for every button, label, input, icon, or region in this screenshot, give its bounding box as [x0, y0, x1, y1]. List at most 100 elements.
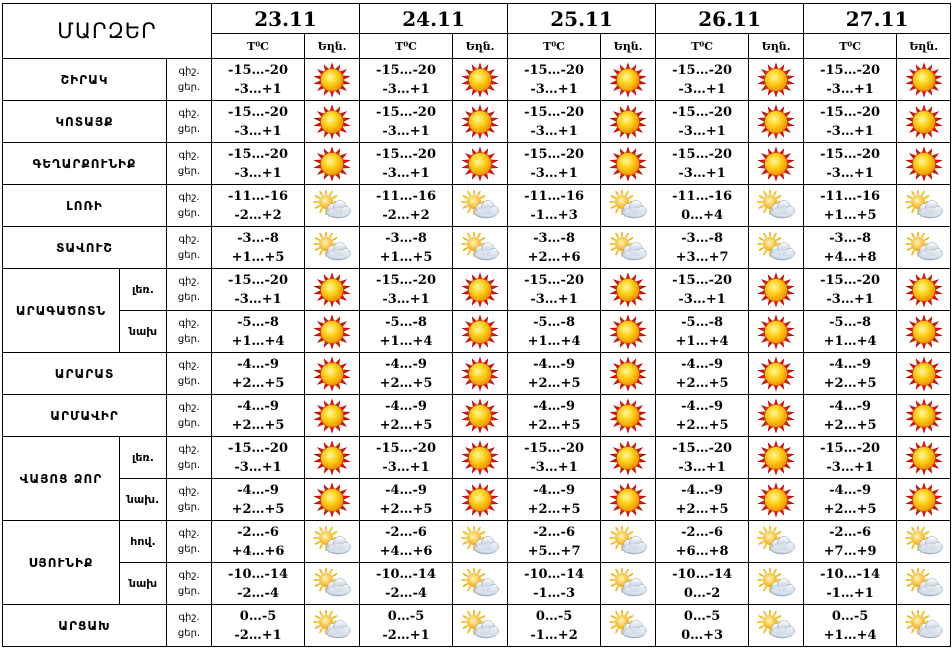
- night-label: գիշ.: [178, 149, 200, 161]
- weather-cell: [600, 478, 657, 521]
- partly-cloudy-icon: [453, 567, 507, 600]
- temperature-cell: -4…-9 +2…+5: [655, 478, 750, 521]
- zone-label: լեռ.: [119, 436, 167, 479]
- temperature-cell: -15…-20 -3…+1: [211, 268, 306, 311]
- temp-column-header: T⁰C: [507, 33, 602, 59]
- temperature-cell: -15…-20 -3…+1: [655, 100, 750, 143]
- sun-icon: [897, 397, 950, 435]
- weather-cell: [896, 310, 952, 353]
- day-temp: -3…+1: [530, 123, 578, 139]
- partly-cloudy-icon: [897, 609, 950, 642]
- temperature-cell: -15…-20 -3…+1: [507, 58, 602, 101]
- night-temp: -3…-8: [533, 230, 575, 246]
- sun-icon: [305, 271, 359, 309]
- time-labels: գիշ. ցեր.: [165, 184, 213, 227]
- sun-icon: [601, 61, 655, 99]
- zone-label: նախ: [119, 310, 167, 353]
- night-temp: 0…-5: [387, 608, 425, 624]
- weather-cell: [896, 142, 952, 185]
- temperature-cell: 0…-5 -2…+1: [359, 604, 454, 647]
- night-temp: -4…-9: [681, 356, 724, 372]
- day-temp: +2…+5: [823, 375, 877, 391]
- night-temp: 0…-5: [535, 608, 573, 624]
- night-temp: -15…-20: [376, 440, 437, 456]
- region-name: ԼՈՌԻ: [2, 184, 167, 227]
- night-temp: -15…-20: [376, 272, 437, 288]
- region-name: ՎԱՅՈՑ ՁՈՐ: [2, 436, 120, 521]
- weather-cell: [896, 604, 952, 647]
- night-temp: -15…-20: [820, 146, 881, 162]
- sun-icon: [749, 355, 803, 393]
- sun-icon: [453, 481, 507, 519]
- day-label: ցեր.: [177, 291, 201, 303]
- temperature-cell: -15…-20 -3…+1: [655, 268, 750, 311]
- night-label: գիշ.: [178, 359, 200, 371]
- weather-cell: [452, 478, 509, 521]
- weather-cell: [600, 394, 657, 437]
- night-temp: -15…-20: [524, 62, 585, 78]
- partly-cloudy-icon: [897, 189, 950, 222]
- temperature-cell: -4…-9 +2…+5: [803, 478, 898, 521]
- temperature-cell: -15…-20 -3…+1: [803, 142, 898, 185]
- night-temp: -15…-20: [672, 146, 733, 162]
- temperature-cell: -5…-8 +1…+4: [803, 310, 898, 353]
- temperature-cell: -4…-9 +2…+5: [803, 352, 898, 395]
- weather-cell: [452, 604, 509, 647]
- date-header: 27.11: [803, 3, 952, 34]
- night-temp: -10…-14: [820, 566, 881, 582]
- weather-cell: [896, 394, 952, 437]
- temperature-cell: -15…-20 -3…+1: [655, 58, 750, 101]
- weather-cell: [600, 310, 657, 353]
- temperature-cell: -4…-9 +2…+5: [211, 478, 306, 521]
- day-temp: +2…+5: [527, 375, 581, 391]
- partly-cloudy-icon: [601, 189, 655, 222]
- night-temp: -3…-8: [681, 230, 724, 246]
- weather-cell: [896, 478, 952, 521]
- weather-cell: [896, 436, 952, 479]
- night-temp: -10…-14: [376, 566, 437, 582]
- temperature-cell: 0…-5 +1…+4: [803, 604, 898, 647]
- day-temp: -3…+1: [826, 165, 874, 181]
- night-temp: -10…-14: [524, 566, 585, 582]
- night-temp: 0…-5: [831, 608, 869, 624]
- temperature-cell: -15…-20 -3…+1: [655, 436, 750, 479]
- day-temp: -1…+3: [530, 207, 578, 223]
- day-temp: +1…+5: [823, 207, 877, 223]
- partly-cloudy-icon: [897, 525, 950, 558]
- night-temp: -4…-9: [237, 356, 279, 372]
- temperature-cell: -3…-8 +2…+6: [507, 226, 602, 269]
- temperature-cell: -2…-6 +4…+6: [359, 520, 454, 563]
- night-label: գիշ.: [178, 65, 200, 77]
- night-temp: -3…-8: [829, 230, 872, 246]
- weather-cell: [600, 100, 657, 143]
- temperature-cell: -15…-20 -3…+1: [211, 100, 306, 143]
- night-temp: -5…-8: [829, 314, 872, 330]
- weather-cell: [304, 58, 361, 101]
- night-temp: -15…-20: [228, 272, 289, 288]
- weather-cell: [600, 58, 657, 101]
- day-temp: +1…+4: [823, 333, 877, 349]
- sun-icon: [897, 313, 950, 351]
- weather-column-header: Եղն.: [896, 33, 952, 59]
- time-labels: գիշ. ցեր.: [165, 436, 213, 479]
- temperature-cell: -2…-6 +4…+6: [211, 520, 306, 563]
- table-row: նախ գիշ. ցեր. -5…-8 +1…+4 -5…-8 +1…+4 -5…-8 +1…+…: [3, 310, 952, 353]
- day-temp: -3…+1: [678, 165, 726, 181]
- temperature-cell: -4…-9 +2…+5: [359, 478, 454, 521]
- day-temp: +2…+5: [823, 501, 877, 517]
- day-temp: +7…+9: [823, 543, 877, 559]
- day-temp: +3…+7: [675, 249, 729, 265]
- night-temp: -10…-14: [228, 566, 289, 582]
- day-label: ցեր.: [177, 543, 201, 555]
- night-temp: -15…-20: [820, 272, 881, 288]
- time-labels: գիշ. ցեր.: [165, 394, 213, 437]
- day-temp: -3…+1: [382, 165, 430, 181]
- region-name: ՍՅՈՒՆԻՔ: [2, 520, 120, 605]
- day-temp: -2…-4: [385, 585, 427, 601]
- temperature-cell: -11…-16 -2…+2: [359, 184, 454, 227]
- night-temp: -15…-20: [820, 62, 881, 78]
- sun-icon: [453, 61, 507, 99]
- weather-cell: [748, 436, 805, 479]
- temperature-cell: -4…-9 +2…+5: [359, 352, 454, 395]
- night-temp: -15…-20: [672, 272, 733, 288]
